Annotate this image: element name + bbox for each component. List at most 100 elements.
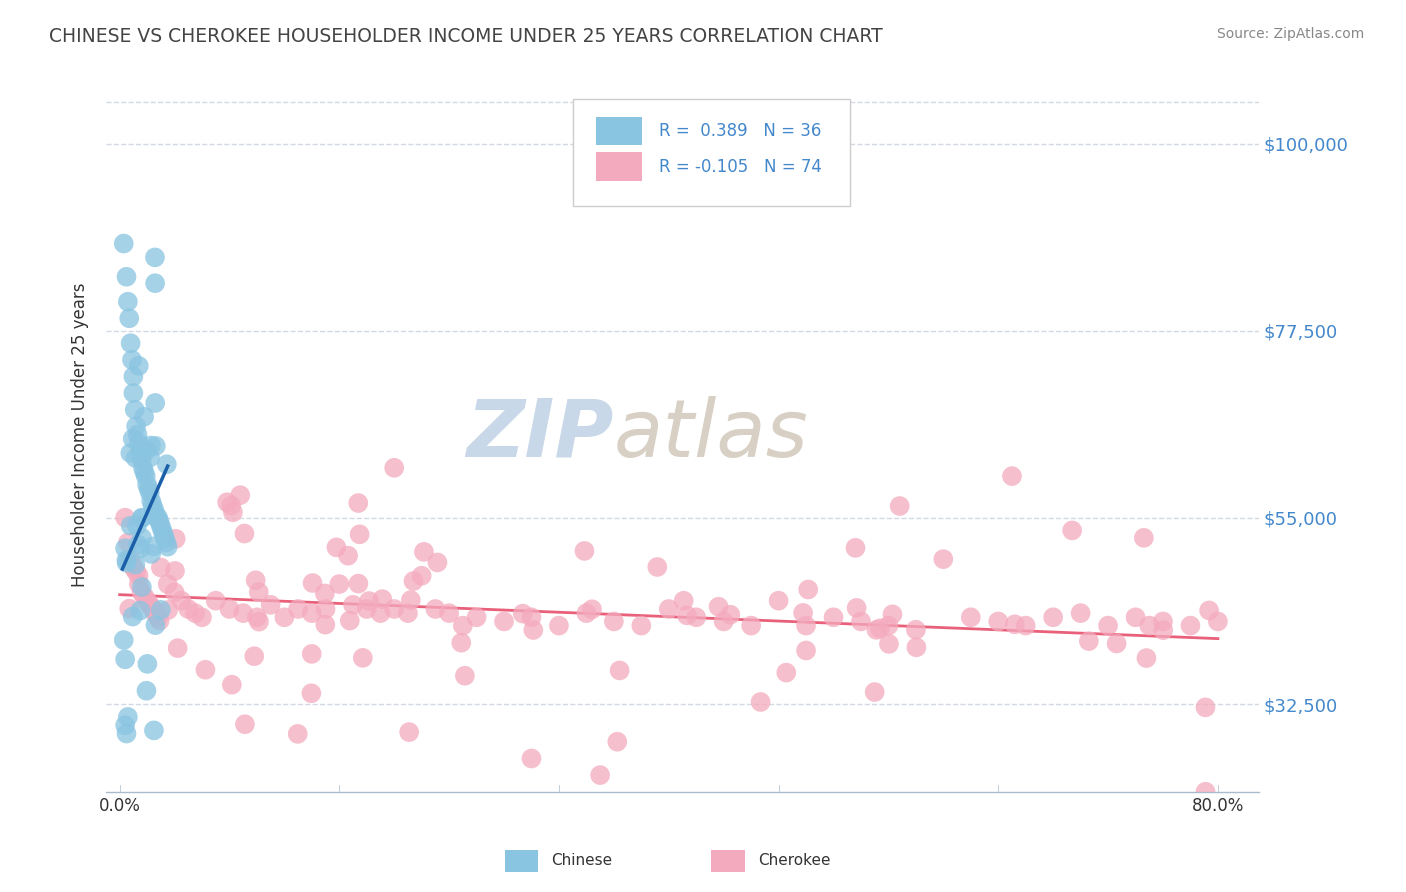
Point [219,499,242,513]
Point [114,541,136,556]
Point [512,607,534,621]
Point [775,665,797,680]
Point [142,723,165,738]
Point [125,419,148,434]
Point [221,678,243,692]
Point [370,606,392,620]
Point [125,518,148,533]
Point [143,276,166,290]
Point [342,598,364,612]
Point [243,649,266,664]
Point [143,396,166,410]
Point [904,623,927,637]
Point [1194,785,1216,799]
Point [325,541,347,555]
Point [411,568,433,582]
Point [1152,615,1174,629]
Point [676,608,699,623]
Point [131,585,153,599]
Point [120,518,142,533]
Point [131,580,153,594]
Point [905,640,928,655]
Point [520,610,543,624]
Point [1105,636,1128,650]
Point [314,617,336,632]
Point [1042,610,1064,624]
Point [153,532,176,546]
Point [121,432,143,446]
Point [129,444,152,458]
Point [118,601,141,615]
Point [574,544,596,558]
Point [426,556,449,570]
FancyBboxPatch shape [572,99,849,206]
Point [233,717,256,731]
Text: R =  0.389   N = 36: R = 0.389 N = 36 [659,122,821,140]
Point [134,590,156,604]
Point [129,603,152,617]
Point [1125,610,1147,624]
Point [877,637,900,651]
Point [492,615,515,629]
Point [287,602,309,616]
Point [112,632,135,647]
Point [749,695,772,709]
Point [115,269,138,284]
Point [129,541,152,556]
Point [349,527,371,541]
Point [122,386,145,401]
Point [157,603,180,617]
Point [152,527,174,541]
Point [217,495,239,509]
Point [156,540,179,554]
Point [1070,606,1092,620]
Point [356,602,378,616]
Point [606,735,628,749]
Point [402,574,425,588]
Point [797,582,820,597]
Point [127,537,149,551]
Point [132,460,155,475]
Point [247,585,270,599]
Point [301,606,323,620]
Point [301,647,323,661]
Point [141,494,163,508]
Point [114,718,136,732]
Point [1137,618,1160,632]
Point [145,618,167,632]
FancyBboxPatch shape [505,849,538,872]
Point [1097,618,1119,632]
Point [128,435,150,450]
Point [146,610,169,624]
Point [124,402,146,417]
Point [863,685,886,699]
Point [382,460,405,475]
Point [145,439,167,453]
Point [845,600,868,615]
Point [128,568,150,582]
Point [145,510,167,524]
Point [139,438,162,452]
Point [114,652,136,666]
Point [139,485,162,500]
Point [166,641,188,656]
Point [823,610,845,624]
Point [149,614,172,628]
Point [520,751,543,765]
Point [371,592,394,607]
Text: R = -0.105   N = 74: R = -0.105 N = 74 [659,158,823,176]
Point [143,251,166,265]
Point [347,576,370,591]
Point [120,336,142,351]
Point [450,636,472,650]
Point [794,618,817,632]
Point [865,623,887,637]
Point [548,618,571,632]
Point [352,651,374,665]
Point [163,564,186,578]
Point [718,607,741,622]
Point [1001,469,1024,483]
Point [115,553,138,567]
Point [575,606,598,620]
Point [1015,618,1038,632]
